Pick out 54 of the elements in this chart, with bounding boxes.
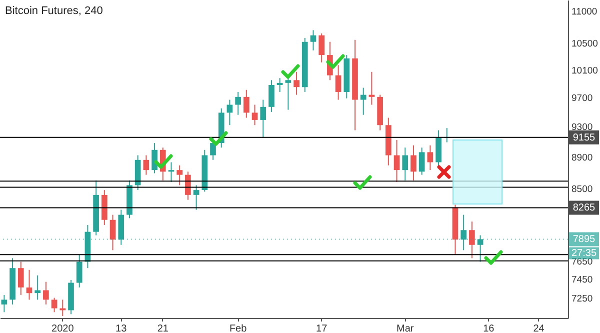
y-tick-label: 9700: [572, 93, 593, 104]
candlestick: [469, 221, 475, 259]
candlestick: [243, 89, 250, 118]
y-tick-label: 9300: [572, 122, 593, 134]
candlestick: [294, 71, 300, 96]
ref-line-label: 8265: [572, 202, 596, 214]
candlestick: [310, 30, 316, 51]
y-tick-label: 10100: [572, 65, 598, 76]
candlestick: [460, 214, 467, 251]
candlestick: [335, 64, 342, 100]
candlestick: [360, 87, 366, 116]
y-tick-label: 8500: [572, 184, 593, 195]
x-tick-label: 24: [533, 324, 545, 333]
candlestick: [402, 147, 408, 181]
candlestick: [51, 297, 58, 313]
y-tick-label: 8900: [572, 152, 593, 164]
candlestick: [110, 214, 116, 251]
candlestick: [252, 104, 258, 126]
y-tick-label: 11000: [572, 6, 598, 18]
x-tick-label: 16: [483, 324, 495, 333]
candlestick: [76, 254, 82, 288]
candlestick: [276, 78, 283, 92]
y-tick-label: 7450: [572, 274, 593, 286]
x-tick-label: 13: [116, 324, 128, 333]
annotation: 27:35: [571, 248, 597, 260]
y-tick-label: 7250: [572, 293, 593, 304]
candlestick: [410, 144, 416, 181]
y-tick-label: 10500: [572, 38, 598, 50]
x-tick-label: 21: [157, 324, 169, 333]
candlestick: [418, 147, 425, 176]
candlestick: [318, 32, 325, 63]
candlestick: [260, 99, 266, 138]
candlestick: [1, 294, 8, 313]
candlestick: [18, 261, 24, 296]
ref-line-label: 9155: [572, 132, 596, 144]
candlestick: [176, 164, 183, 186]
candlestick: [235, 91, 241, 116]
x-tick-label: Feb: [229, 324, 248, 333]
x-tick-label: Mar: [396, 324, 414, 333]
candlestick: [427, 144, 434, 171]
x-tick-label: 2020: [52, 324, 74, 333]
candlestick: [268, 80, 274, 112]
candlestick: [26, 269, 32, 300]
ref-line-label: 7895: [572, 234, 596, 246]
candlestick: [477, 234, 484, 262]
candlestick: [34, 274, 41, 300]
chart-title: Bitcoin Futures, 240: [5, 5, 103, 17]
candlestick: [394, 140, 400, 182]
candlestick: [185, 171, 191, 200]
candlestick: [143, 154, 150, 176]
x-tick-label: 17: [316, 324, 328, 333]
candlestick: [193, 184, 200, 210]
candlestick: [43, 281, 49, 305]
candlestick: [152, 142, 158, 174]
